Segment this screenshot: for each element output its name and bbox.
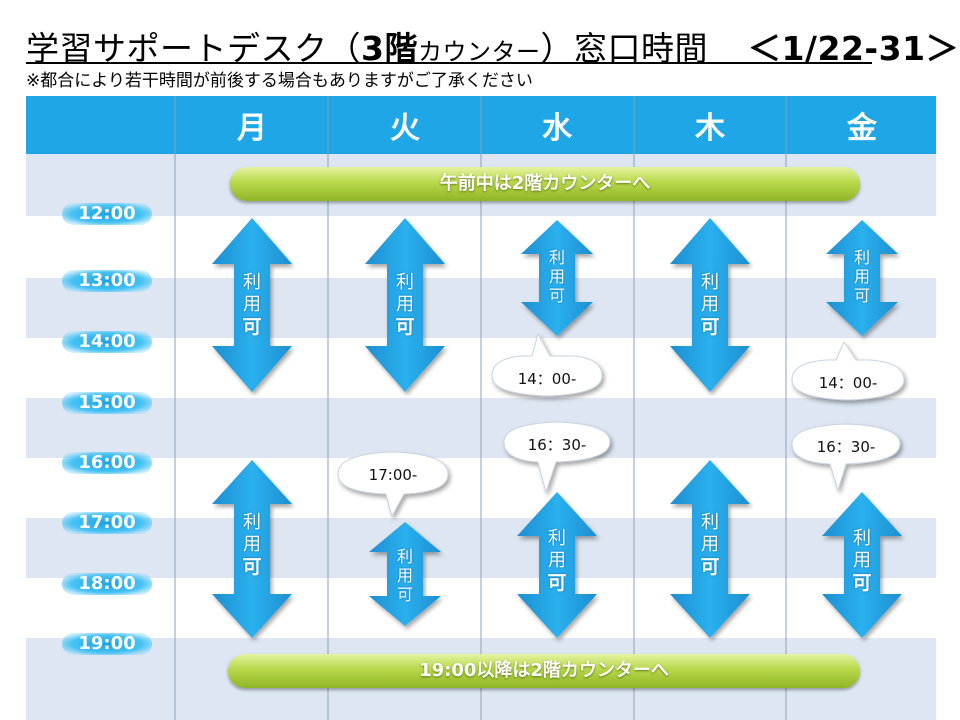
arrow-fri-evening [822,492,902,638]
arrow-fri-afternoon [826,220,898,336]
header-row [26,96,938,154]
callout-tue-1700: 17:00- [368,466,418,484]
bubble-wed-1630 [503,421,611,494]
label-mon-evening: 利用可 [242,512,262,578]
row-5 [26,458,938,518]
label-fri-afternoon: 利用可 [853,248,870,305]
page-title: 学習サポートデスク（3階カウンター）窓口時間 ＜1/22-31＞ [26,22,959,70]
evening-banner: 19:00以降は2階カウンターへ [228,654,860,688]
arrow-mon-afternoon [212,218,292,392]
arrow-thu-afternoon [670,218,750,392]
callout-fri-1630: 16：30- [816,438,876,456]
label-thu-afternoon: 利用可 [700,272,720,338]
callout-bubbles [337,332,905,518]
time-label-1900: 19:00 [62,633,152,655]
availability-arrows [212,218,902,638]
arrow-wed-afternoon [521,220,593,336]
day-header-wed: 水 [542,111,573,146]
label-wed-evening: 利用可 [547,528,567,594]
day-header-thu: 木 [694,111,725,146]
day-header-mon: 月 [237,111,267,146]
time-label-1400: 14:00 [62,331,152,353]
callout-wed-1630: 16：30- [527,436,587,454]
bubble-fri-1400 [791,340,905,401]
row-6 [26,518,938,578]
row-2 [26,278,938,338]
title-floor: 3階 [361,29,418,68]
label-tue-afternoon: 利用可 [395,272,415,338]
title-main: 学習サポートデスク [26,29,328,68]
notice-text: ※都合により若干時間が前後する場合もありますがご了承ください [26,71,533,91]
title-hours: 窓口時間 [573,29,708,68]
morning-banner: 午前中は2階カウンターへ [230,167,860,201]
label-wed-afternoon: 利用可 [548,248,565,305]
time-label-1700: 17:00 [62,512,152,534]
bubble-fri-1630 [791,423,901,492]
arrow-tue-evening [369,522,441,626]
time-label-1600: 16:00 [62,452,152,474]
arrow-mon-evening [212,460,292,638]
label-mon-afternoon: 利用可 [242,272,262,338]
title-paren-open: （ [327,29,361,68]
row-1 [26,216,938,278]
label-thu-evening: 利用可 [700,512,720,578]
callout-wed-1400: 14：00- [517,370,577,388]
callout-fri-1400: 14：00- [818,374,878,392]
time-label-1500: 15:00 [62,392,152,414]
label-tue-evening: 利用可 [396,547,413,604]
time-label-1300: 13:00 [62,270,152,292]
arrow-tue-afternoon [365,218,445,392]
bubble-wed-1400 [491,332,603,397]
title-counter: カウンター [417,38,541,66]
time-label-1200: 12:00 [62,203,152,225]
time-label-1800: 18:00 [62,573,152,595]
title-dates: ＜1/22-31＞ [747,29,960,68]
day-header-fri: 金 [846,111,878,146]
label-fri-evening: 利用可 [852,528,872,594]
day-header-tue: 火 [390,111,420,146]
bubble-tue-1700 [337,451,449,518]
title-paren-close: ） [540,29,574,68]
arrow-wed-evening [517,492,597,638]
arrow-thu-evening [670,460,750,638]
row-7 [26,578,938,638]
title-underline [26,62,872,64]
